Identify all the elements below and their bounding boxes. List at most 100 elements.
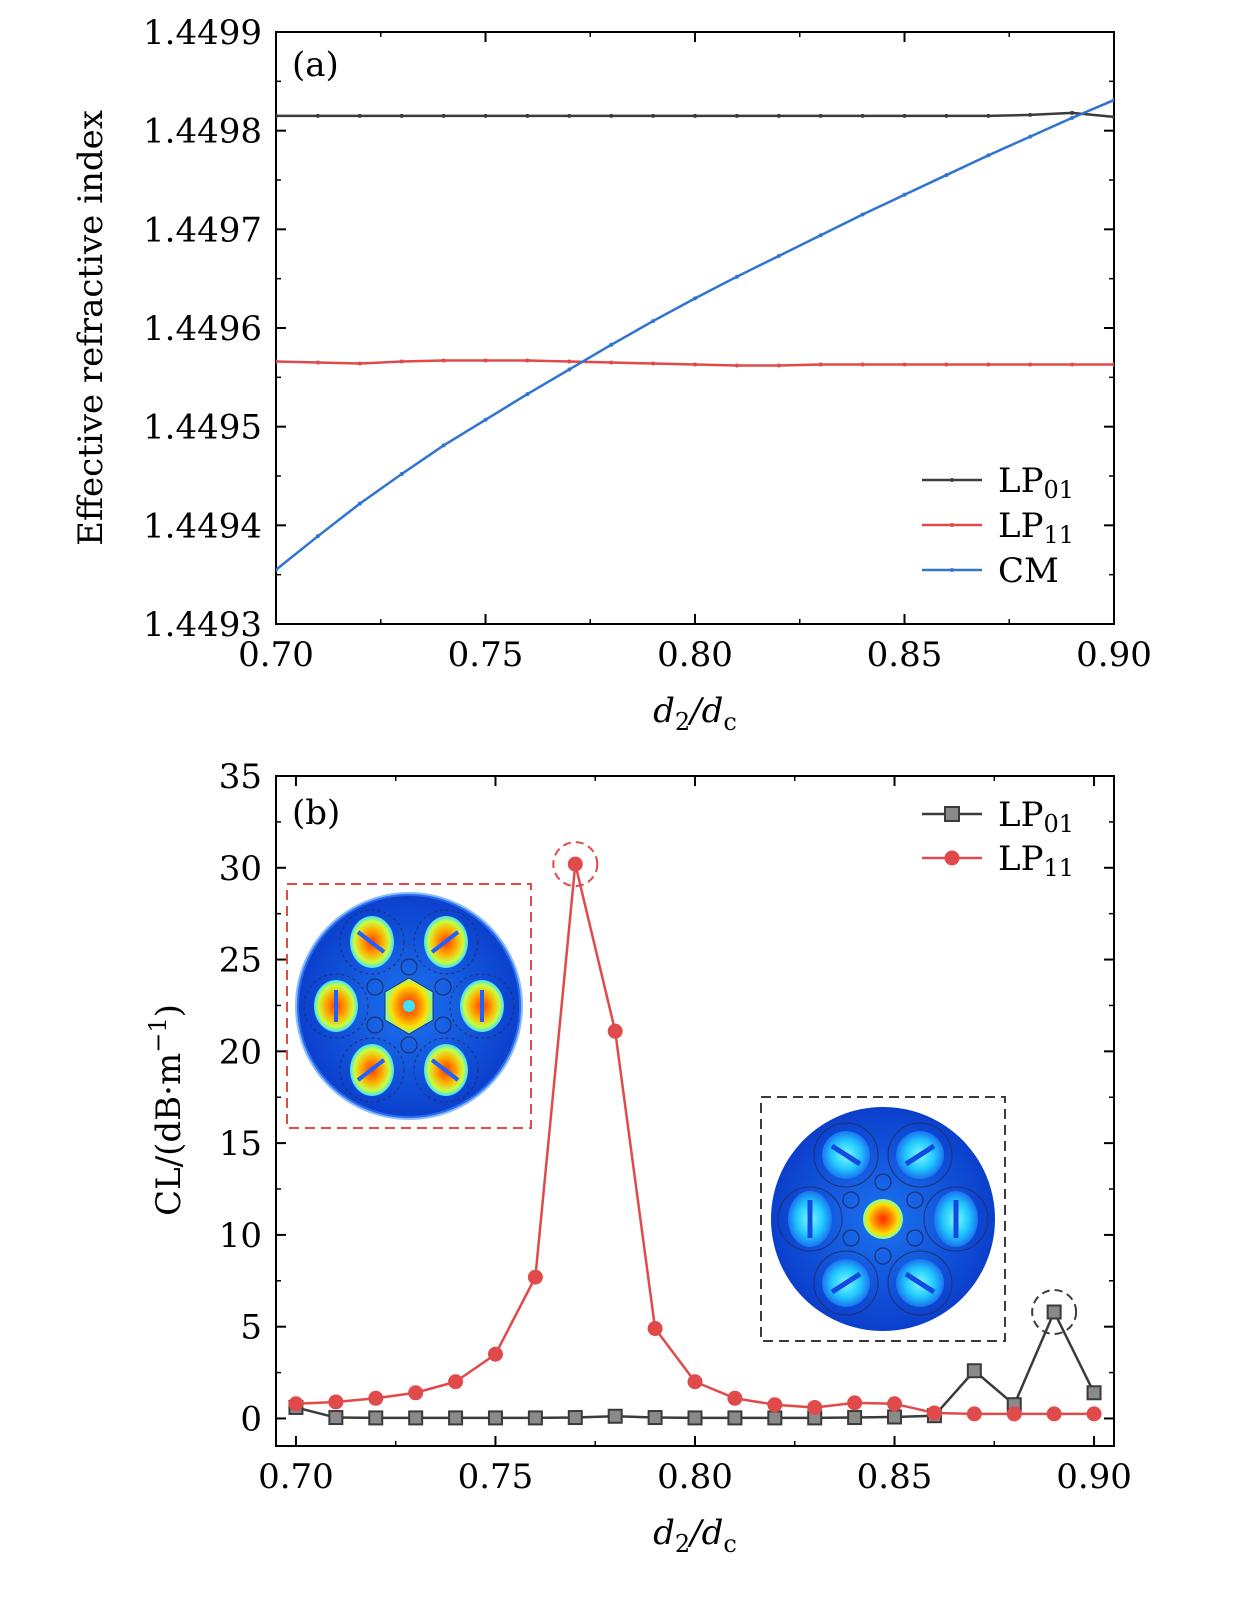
axis-ticks-b: 0.70 0.75 0.80 0.85 0.90 0 5 10 15 20 25 30 35 <box>219 757 1132 1497</box>
legend-label-lp01-a: LP <box>998 461 1043 501</box>
svg-text:LP11: LP11 <box>998 839 1074 882</box>
data-point-lp11-a <box>1028 362 1033 367</box>
data-point-lp11-a <box>651 361 656 366</box>
data-point-cm-a <box>315 534 320 539</box>
legend-item-lp11-b: LP11 <box>922 839 1074 882</box>
axis-ticks-a: 0.70 0.75 0.80 0.85 0.90 1.4493 1.4494 1.4495 1.… <box>143 13 1152 675</box>
legend-label-lp11-b: LP <box>998 839 1043 879</box>
y-tick-label-a: 1.4493 <box>143 605 262 645</box>
data-point-cm-a <box>441 443 446 448</box>
legend-a: LP01 LP11 CM <box>922 461 1074 591</box>
data-point-lp11-b <box>687 1374 703 1390</box>
data-point-lp01-a <box>1028 112 1033 117</box>
svg-text:LP01: LP01 <box>998 461 1074 504</box>
data-point-lp01-b <box>368 1410 384 1426</box>
data-point-lp11-b <box>926 1405 942 1421</box>
data-point-lp01-a <box>734 113 739 118</box>
series-group-a <box>276 98 1114 572</box>
panel-b: 0.70 0.75 0.80 0.85 0.90 0 5 10 15 20 25 30 35 (b) <box>144 757 1132 1558</box>
data-point-lp11-a <box>693 362 697 367</box>
svg-text:LP01: LP01 <box>998 795 1074 838</box>
legend-sub-lp01-b: 01 <box>1043 810 1074 838</box>
x-tick-label-a: 0.70 <box>238 635 314 675</box>
panel-label-b: (b) <box>292 793 340 833</box>
x-axis-title-b: d2/dc <box>653 1513 737 1558</box>
data-point-lp11-b <box>767 1397 783 1413</box>
data-point-lp11-a <box>944 362 949 367</box>
data-point-lp01-b <box>647 1410 663 1426</box>
legend-label-lp11-a: LP <box>998 506 1043 546</box>
data-point-lp11-b <box>368 1390 384 1406</box>
data-point-cm-a <box>1112 98 1114 103</box>
plot-frame-a <box>275 31 1115 625</box>
data-point-lp11-a <box>525 358 530 363</box>
data-point-lp01-b <box>607 1408 623 1424</box>
data-point-cm-a <box>567 367 572 372</box>
data-point-lp11-b <box>807 1399 823 1415</box>
data-point-lp11-a <box>609 360 614 365</box>
data-point-lp01-b <box>847 1410 863 1426</box>
legend-sub-lp11-a: 11 <box>1043 521 1074 549</box>
data-point-lp01-b <box>966 1363 982 1379</box>
series-group-b <box>288 856 1102 1426</box>
legend-b: LP01 LP11 <box>922 795 1074 882</box>
y-tick-label-a: 1.4497 <box>143 210 262 250</box>
data-point-lp01-a <box>651 113 656 118</box>
y-tick-label-b: 15 <box>219 1124 262 1164</box>
data-point-cm-a <box>357 501 362 506</box>
data-point-lp11-b <box>487 1346 503 1362</box>
data-point-lp01-a <box>525 113 530 118</box>
legend-sub-lp11-b: 11 <box>1043 854 1074 882</box>
svg-text:LP11: LP11 <box>998 506 1074 549</box>
data-point-lp01-b <box>1086 1385 1102 1401</box>
data-point-lp11-b <box>408 1385 424 1401</box>
data-point-lp11-a <box>1070 362 1075 367</box>
data-point-lp01-b <box>527 1410 543 1426</box>
data-point-lp11-b <box>288 1396 304 1412</box>
y-tick-label-b: 0 <box>240 1399 262 1439</box>
data-point-cm-a <box>734 274 739 279</box>
series-line-cm-a <box>276 98 1114 571</box>
data-point-cm-a <box>902 192 907 197</box>
data-point-lp01-a <box>693 113 697 118</box>
data-point-lp01-b <box>887 1409 903 1425</box>
data-point-lp01-b <box>567 1410 583 1426</box>
data-point-lp01-a <box>902 113 907 118</box>
x-tick-label-a: 0.90 <box>1076 635 1152 675</box>
data-point-lp01-b <box>1046 1304 1062 1320</box>
data-point-lp01-a <box>776 113 781 118</box>
data-point-lp01-a <box>1070 110 1075 115</box>
data-point-lp11-a <box>399 359 404 364</box>
x-tick-label-a: 0.85 <box>867 635 943 675</box>
data-point-lp11-a <box>818 362 823 367</box>
data-point-lp11-b <box>1046 1406 1062 1422</box>
data-point-lp11-a <box>1112 362 1114 367</box>
data-point-lp01-a <box>357 113 362 118</box>
data-point-lp01-b <box>687 1410 703 1426</box>
legend-item-cm-a: CM <box>922 551 1059 591</box>
data-point-lp01-a <box>315 113 320 118</box>
data-point-lp01-b <box>767 1410 783 1426</box>
y-tick-label-a: 1.4498 <box>143 112 262 152</box>
data-point-lp11-b <box>847 1395 863 1411</box>
data-point-lp01-a <box>609 113 614 118</box>
legend-label-lp01-b: LP <box>998 795 1043 835</box>
data-point-cm-a <box>399 472 404 477</box>
data-point-lp11-b <box>567 856 583 872</box>
legend-item-lp01-a: LP01 <box>922 461 1074 504</box>
data-point-lp11-b <box>328 1394 344 1410</box>
data-point-cm-a <box>1070 115 1075 120</box>
data-point-cm-a <box>860 212 865 217</box>
data-point-lp11-a <box>734 363 739 368</box>
data-point-lp11-b <box>1086 1406 1102 1422</box>
data-point-lp11-a <box>860 362 865 367</box>
data-point-lp11-b <box>607 1023 623 1039</box>
y-axis-title-a: Effective refractive index <box>71 110 111 546</box>
data-point-cm-a <box>651 319 656 324</box>
data-point-lp11-a <box>441 358 446 363</box>
data-point-lp01-b <box>408 1410 424 1426</box>
legend-label-cm-a: CM <box>998 551 1059 591</box>
x-tick-label-a: 0.80 <box>657 635 733 675</box>
y-tick-label-a: 1.4496 <box>143 309 262 349</box>
